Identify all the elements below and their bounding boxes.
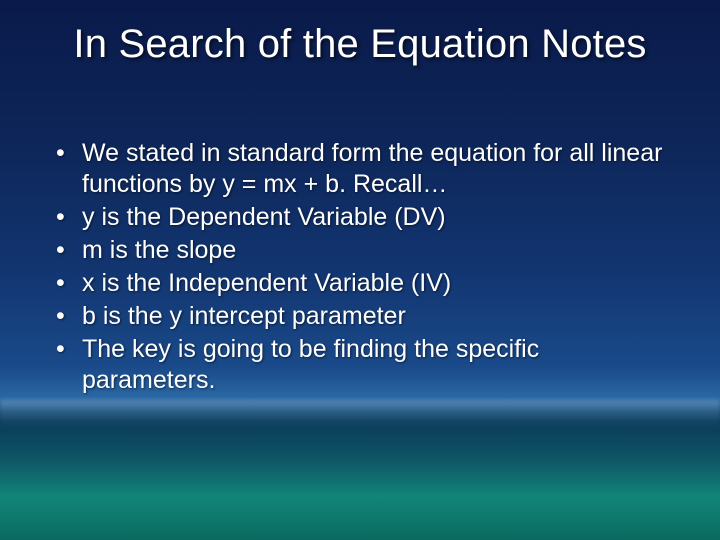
bullet-item: The key is going to be finding the speci… — [50, 334, 670, 396]
bullet-item: We stated in standard form the equation … — [50, 138, 670, 200]
bullet-item: b is the y intercept parameter — [50, 301, 670, 332]
slide-title: In Search of the Equation Notes — [0, 22, 720, 67]
bullet-item: x is the Independent Variable (IV) — [50, 268, 670, 299]
slide-body: We stated in standard form the equation … — [50, 138, 670, 398]
slide: In Search of the Equation Notes We state… — [0, 0, 720, 540]
bullet-item: y is the Dependent Variable (DV) — [50, 202, 670, 233]
horizon-decoration — [0, 400, 720, 430]
bullet-item: m is the slope — [50, 235, 670, 266]
bullet-list: We stated in standard form the equation … — [50, 138, 670, 396]
